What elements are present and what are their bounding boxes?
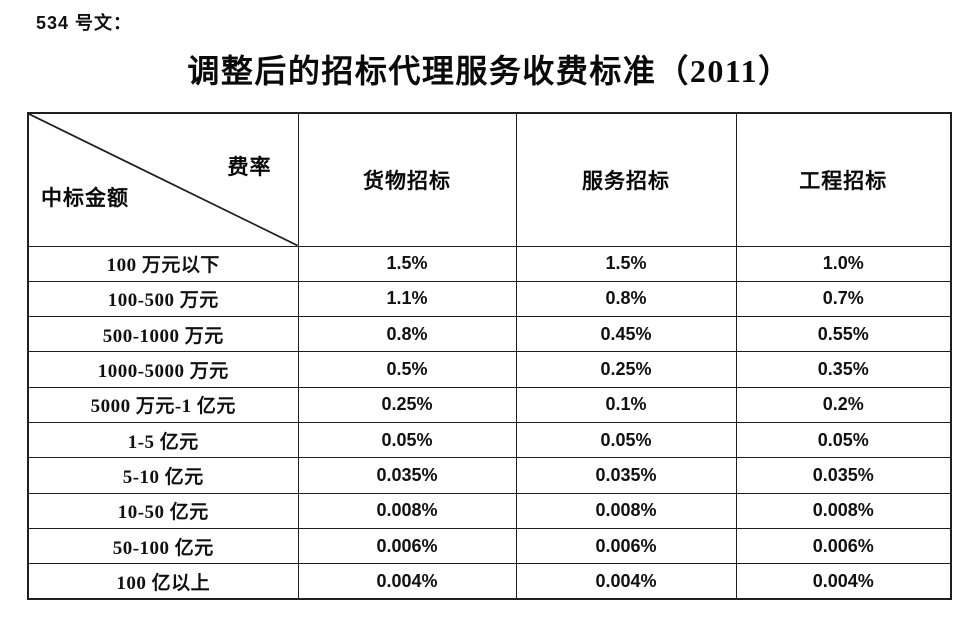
- table-row: 100-500 万元 1.1% 0.8% 0.7%: [27, 280, 952, 318]
- fee-cell: 1.1%: [297, 280, 517, 318]
- fee-cell: 0.035%: [297, 457, 517, 494]
- fee-cell: 0.006%: [297, 527, 517, 565]
- row-label: 1-5 亿元: [27, 421, 299, 459]
- fee-cell: 1.5%: [297, 245, 517, 282]
- fee-cell: 0.1%: [515, 386, 737, 423]
- table-row: 5-10 亿元 0.035% 0.035% 0.035%: [27, 457, 952, 494]
- column-header-goods-bidding: 货物招标: [297, 112, 517, 247]
- doc-number-label: 534 号文：: [36, 13, 133, 33]
- column-header-engineering-bidding: 工程招标: [735, 112, 952, 247]
- fee-cell: 0.05%: [515, 421, 737, 459]
- table-row: 1000-5000 万元 0.5% 0.25% 0.35%: [27, 351, 952, 388]
- corner-cell: 费率 中标金额: [27, 112, 299, 247]
- fee-cell: 0.35%: [735, 351, 952, 388]
- page-title: 调整后的招标代理服务收费标准（2011）: [187, 53, 792, 89]
- table-row: 1-5 亿元 0.05% 0.05% 0.05%: [27, 421, 952, 459]
- row-label: 50-100 亿元: [27, 527, 299, 565]
- fee-cell: 1.0%: [735, 245, 952, 282]
- row-label: 100-500 万元: [27, 280, 299, 318]
- column-header-service-bidding: 服务招标: [515, 112, 737, 247]
- fee-cell: 0.035%: [735, 457, 952, 494]
- table-row: 500-1000 万元 0.8% 0.45% 0.55%: [27, 316, 952, 353]
- row-label: 100 万元以下: [27, 245, 299, 282]
- fee-cell: 0.008%: [297, 492, 517, 529]
- fee-cell: 0.006%: [515, 527, 737, 565]
- fee-cell: 0.8%: [515, 280, 737, 318]
- table-row: 100 万元以下 1.5% 1.5% 1.0%: [27, 245, 952, 282]
- row-label: 100 亿以上: [27, 563, 299, 600]
- fee-cell: 0.006%: [735, 527, 952, 565]
- row-label: 1000-5000 万元: [27, 351, 299, 388]
- fee-cell: 0.2%: [735, 386, 952, 423]
- fee-cell: 0.004%: [515, 563, 737, 600]
- fee-cell: 0.035%: [515, 457, 737, 494]
- corner-label-rate: 费率: [227, 155, 272, 179]
- fee-cell: 0.05%: [297, 421, 517, 459]
- fee-cell: 0.5%: [297, 351, 517, 388]
- table-row: 100 亿以上 0.004% 0.004% 0.004%: [27, 563, 952, 600]
- fee-cell: 0.25%: [515, 351, 737, 388]
- fee-cell: 0.7%: [735, 280, 952, 318]
- fee-cell: 0.8%: [297, 316, 517, 353]
- fee-cell: 0.004%: [735, 563, 952, 600]
- fee-table: 费率 中标金额 货物招标 服务招标 工程招标 100 万元以下 1.5% 1.5…: [27, 112, 952, 600]
- fee-cell: 1.5%: [515, 245, 737, 282]
- table-row: 50-100 亿元 0.006% 0.006% 0.006%: [27, 527, 952, 565]
- table-row: 10-50 亿元 0.008% 0.008% 0.008%: [27, 492, 952, 529]
- fee-cell: 0.45%: [515, 316, 737, 353]
- row-label: 5-10 亿元: [27, 457, 299, 494]
- table-row: 5000 万元-1 亿元 0.25% 0.1% 0.2%: [27, 386, 952, 423]
- diagonal-divider-line: [29, 114, 298, 246]
- fee-cell: 0.25%: [297, 386, 517, 423]
- fee-cell: 0.008%: [735, 492, 952, 529]
- corner-label-bid-amount: 中标金额: [41, 186, 129, 210]
- table-header-row: 费率 中标金额 货物招标 服务招标 工程招标: [27, 112, 952, 247]
- row-label: 5000 万元-1 亿元: [27, 386, 299, 423]
- row-label: 10-50 亿元: [27, 492, 299, 529]
- row-label: 500-1000 万元: [27, 316, 299, 353]
- fee-cell: 0.004%: [297, 563, 517, 600]
- fee-cell: 0.008%: [515, 492, 737, 529]
- fee-cell: 0.55%: [735, 316, 952, 353]
- fee-cell: 0.05%: [735, 421, 952, 459]
